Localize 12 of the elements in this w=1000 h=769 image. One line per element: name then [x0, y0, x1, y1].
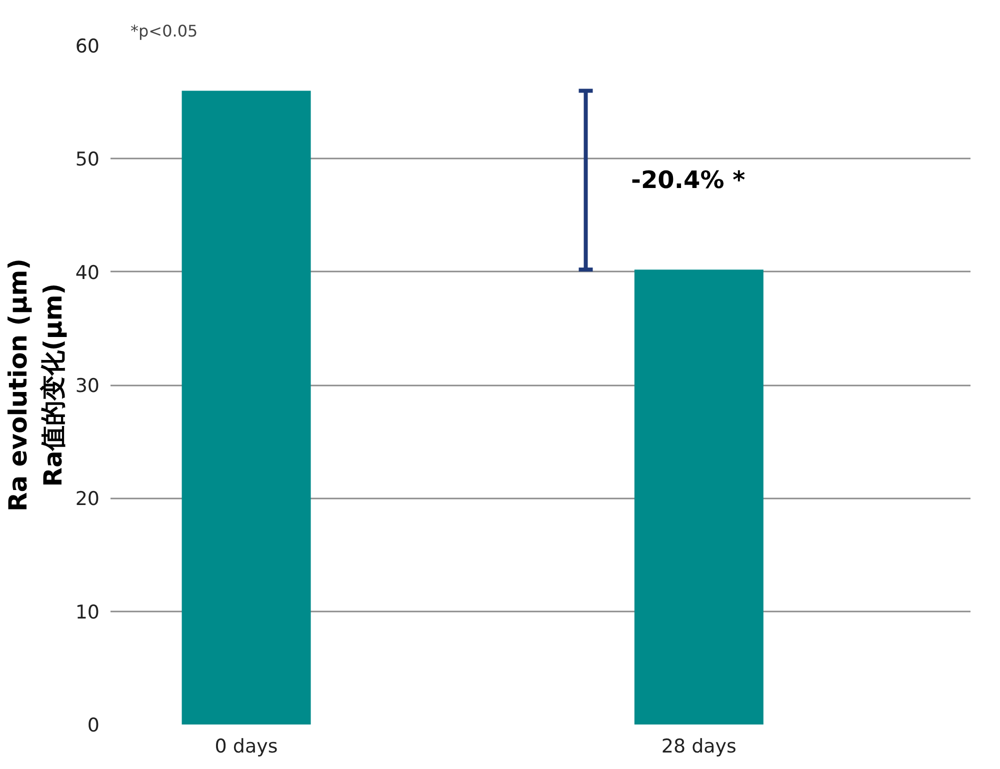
y-axis-title: Ra evolution (µm) Ra值的变化(µm) [4, 258, 68, 512]
x-tick-label: 28 days [661, 736, 736, 758]
x-tick-label: 0 days [214, 736, 278, 758]
y-tick-label: 20 [75, 488, 100, 510]
y-tick-label: 30 [75, 375, 100, 397]
y-tick-label: 50 [75, 148, 100, 171]
annotation: -20.4% * [631, 166, 746, 194]
y-tick-label: 10 [75, 601, 100, 624]
y-tick-label: 60 [75, 36, 100, 58]
text: *p<0.05 [130, 22, 198, 40]
y-tick-label: 40 [75, 262, 100, 284]
y-tick-label: 0 [87, 714, 100, 736]
